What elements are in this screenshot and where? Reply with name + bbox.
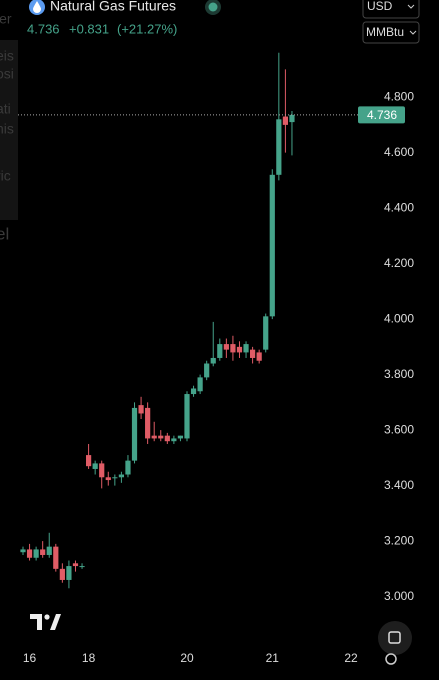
candle-body bbox=[118, 474, 124, 478]
candle-body bbox=[138, 405, 144, 414]
flame-icon bbox=[33, 1, 41, 13]
candle-body bbox=[20, 549, 26, 553]
fragment: ric bbox=[0, 168, 11, 184]
logo-part bbox=[30, 614, 42, 630]
last-price-tag bbox=[358, 106, 405, 124]
currency: USD bbox=[367, 0, 393, 13]
candle-body bbox=[263, 316, 269, 350]
candle-body bbox=[66, 566, 72, 580]
symbol-name[interactable]: Natural Gas Futures bbox=[50, 0, 176, 14]
fragment: eis bbox=[0, 48, 14, 64]
candle-body bbox=[230, 344, 236, 353]
unit: MMBtu bbox=[366, 25, 404, 39]
fragment: el bbox=[0, 224, 9, 243]
x-tick-label: 21 bbox=[266, 651, 280, 665]
candle-body bbox=[112, 477, 118, 479]
y-tick-label: 4.800 bbox=[384, 89, 414, 103]
candle-body bbox=[190, 388, 197, 395]
candle-body bbox=[26, 549, 33, 558]
settings-icon[interactable] bbox=[385, 653, 397, 665]
candle-body bbox=[289, 114, 295, 123]
candle-body bbox=[217, 344, 223, 358]
background-fragments: ler eis osi ati his ric el bbox=[0, 11, 14, 244]
fragment: ler bbox=[0, 11, 12, 27]
candle-body bbox=[177, 435, 184, 439]
candle-body bbox=[46, 546, 52, 555]
candle-body bbox=[210, 357, 216, 364]
overlay-panel bbox=[0, 40, 18, 220]
candle-body bbox=[236, 346, 243, 353]
candle-body bbox=[276, 119, 282, 175]
candle-body bbox=[197, 377, 203, 392]
y-tick-label: 3.800 bbox=[384, 367, 414, 381]
status-dot bbox=[208, 2, 218, 12]
logo-part bbox=[44, 614, 50, 620]
candle-body bbox=[86, 455, 92, 467]
x-tick-label: 22 bbox=[344, 651, 358, 665]
candle-body bbox=[40, 549, 46, 555]
chevron bbox=[409, 30, 417, 35]
candle-body bbox=[204, 363, 210, 378]
change: +0.831 bbox=[69, 21, 109, 36]
candle-body bbox=[243, 344, 249, 353]
candle-body bbox=[59, 568, 65, 580]
snapshot-icon bbox=[388, 631, 401, 644]
y-tick-label: 3.600 bbox=[384, 422, 414, 436]
fragment: ati bbox=[0, 101, 11, 117]
fragment: osi bbox=[0, 66, 14, 82]
candle-body bbox=[171, 438, 177, 442]
candle-body bbox=[256, 352, 262, 361]
y-tick-label: 3.400 bbox=[384, 478, 414, 492]
y-tick-label: 3.200 bbox=[384, 533, 414, 547]
x-tick-label: 16 bbox=[23, 651, 37, 665]
candle-body bbox=[184, 394, 190, 439]
plot-area: 3.000 3.200 3.400 3.600 3.800 4.000 4.200 4.400… bbox=[18, 52, 414, 665]
fragment: his bbox=[0, 121, 14, 137]
chevron bbox=[407, 4, 415, 9]
candle-body bbox=[151, 435, 157, 439]
y-tick-label: 3.000 bbox=[384, 589, 414, 603]
candle-body bbox=[105, 477, 111, 481]
candle-body bbox=[99, 463, 105, 478]
x-tick-label: 18 bbox=[82, 651, 96, 665]
currency-button[interactable] bbox=[362, 0, 420, 19]
candle-body bbox=[164, 435, 170, 442]
y-tick-label: 4.200 bbox=[384, 256, 414, 270]
price: 4.736 bbox=[27, 21, 60, 36]
candle-body bbox=[131, 407, 138, 461]
candle-body bbox=[250, 349, 256, 358]
candle-body bbox=[33, 549, 39, 558]
last-price-label: 4.736 bbox=[367, 108, 397, 122]
logo-part bbox=[50, 614, 61, 630]
y-tick-label: 4.600 bbox=[384, 145, 414, 159]
candle-body bbox=[282, 116, 288, 125]
candle-body bbox=[145, 407, 151, 439]
candle-body bbox=[125, 460, 131, 475]
x-tick-label: 20 bbox=[180, 651, 194, 665]
candle-body bbox=[79, 566, 85, 568]
change-pct: (+21.27%) bbox=[117, 21, 177, 36]
candle-body bbox=[269, 174, 275, 317]
candle-body bbox=[72, 563, 79, 567]
y-tick-label: 4.000 bbox=[384, 311, 414, 325]
candle-body bbox=[53, 546, 59, 569]
snapshot-button[interactable] bbox=[378, 621, 412, 655]
y-tick-label: 4.400 bbox=[384, 200, 414, 214]
tv-logo bbox=[30, 614, 61, 630]
candle-body bbox=[92, 463, 98, 469]
candle-body bbox=[223, 344, 229, 350]
candle-body bbox=[158, 435, 164, 439]
unit-button[interactable] bbox=[362, 21, 420, 44]
